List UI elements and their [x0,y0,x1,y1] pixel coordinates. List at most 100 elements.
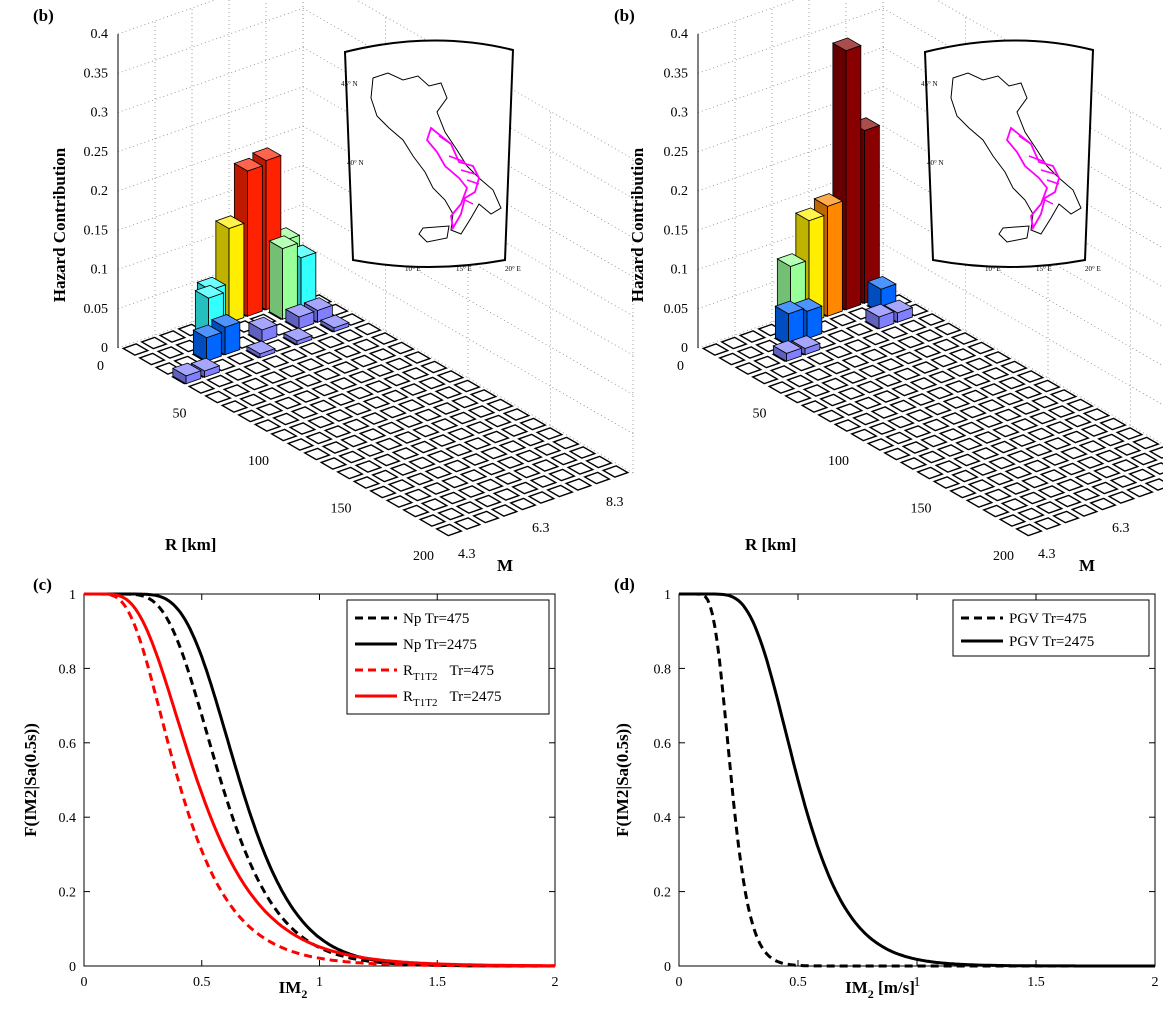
z-tick-label: 0.35 [664,66,689,81]
bar-top-face [171,362,202,377]
floor-cell [463,437,492,450]
floor-cell [856,380,884,394]
y-tick-label: 0.2 [654,886,672,901]
floor-cell [753,355,781,369]
bar-front-face [864,124,880,304]
panel-a-r-ticks: 0 50 100 150 200 [97,359,434,564]
map-lat-45: 45° N [921,80,938,88]
panel-b-z-ticks: 0 0.05 0.1 0.15 0.2 0.25 0.3 0.35 0.4 [664,27,689,356]
z-tick-label: 0.35 [84,66,109,81]
floor-cell [187,381,216,394]
floor-cell [500,424,529,437]
floor-cell [437,507,465,521]
floor-cell [1082,408,1111,421]
floor-cell [986,472,1014,486]
floor-cell [391,447,420,460]
map-lon-10: 10° E [405,265,421,273]
floor-cell [519,417,547,431]
floor-cell [459,469,488,482]
floor-cell [1080,424,1109,437]
floor-cell [257,387,286,400]
z-tick-label: 0.05 [664,302,689,317]
floor-cell [583,471,611,485]
floor-cell [490,504,519,517]
floor-cell [340,434,368,448]
z-tick-label: 0 [101,341,108,356]
floor-cell [951,469,979,483]
floor-cell [1006,450,1035,463]
floor-cell [474,494,502,508]
floor-cell [1095,449,1123,463]
floor-cell [389,463,418,476]
legend-label: PGV Tr=2475 [1009,634,1094,650]
floor-cell [936,444,965,457]
floor-cell [928,370,956,384]
floor-cell [1144,478,1163,491]
wall-gridline [697,47,1163,210]
floor-cell [806,352,835,365]
m-tick-label: 8.3 [606,495,624,510]
floor-cell [323,425,352,438]
panel-a-3d-chart: (b) 0 0.05 0.1 0.15 0.2 0.25 0.3 0.35 0.4 0 50 100… [33,0,634,575]
floor-cell [967,341,995,355]
floor-cell [1023,459,1051,473]
floor-cell [420,360,448,374]
floor-cell [434,386,463,399]
floor-cell [377,421,405,435]
floor-cell [1014,386,1043,399]
floor-cell [292,390,321,403]
floor-cell [447,427,475,441]
m-tick-label: 6.3 [532,521,550,536]
floor-cell [335,329,364,342]
hazard-bar [245,340,276,359]
floor-cell [1115,427,1144,440]
panel-c-line-chart: (c) 0 0.5 1 1.5 200.20.40.60.81 IM2 F(IM2|Sa… [21,575,559,1001]
floor-cell [527,491,556,504]
floor-cell [432,402,461,415]
bar-top-face [192,324,223,339]
x-tick-label: 2 [552,975,559,990]
floor-cell [835,403,864,416]
floor-cell [1054,494,1082,508]
panel-d-label: (d) [614,575,635,594]
map-lon-20: 20° E [1085,265,1101,273]
panel-b-inset-map: 45° N 40° N 10° E 15° E 20° E [921,39,1101,273]
panel-a-inset-map: 45° N 40° N 10° E 15° E 20° E [341,39,521,273]
bar-front-face [228,222,245,324]
floor-cell [821,377,849,391]
floor-cell [917,313,946,326]
legend-label: Np Tr=475 [403,611,469,627]
floor-cell [469,389,498,402]
floor-cell [942,396,971,409]
floor-cell [278,364,306,378]
floor-cell [206,374,234,388]
floor-cell [934,460,963,473]
panel-c-x-axis-label: IM2 [279,978,308,1001]
floor-cell [253,419,282,432]
z-tick-label: 0.05 [84,302,109,317]
floor-cell [1097,433,1125,447]
floor-cell [348,370,376,384]
r-tick-label: 150 [331,502,352,517]
x-tick-label: 0.5 [193,975,211,990]
floor-cell [1037,485,1066,498]
map-lat-40: 40° N [347,159,364,167]
floor-cell [944,380,973,393]
floor-cell [1025,443,1053,457]
floor-cell [472,510,500,524]
floor-cell [734,362,763,375]
panel-d-xlabel-suffix: [m/s] [874,978,915,997]
floor-cell [426,450,455,463]
x-tick-label: 1.5 [1027,975,1045,990]
floor-cell [338,450,366,464]
floor-cell [224,368,253,381]
bar-front-face [224,321,241,356]
floor-cell [478,462,506,476]
floor-cell [926,386,954,400]
floor-cell [889,399,917,413]
floor-cell [496,456,525,469]
floor-cell [891,383,919,397]
floor-cell [823,361,851,375]
bar-top-face [776,253,807,267]
floor-cell [950,332,979,345]
